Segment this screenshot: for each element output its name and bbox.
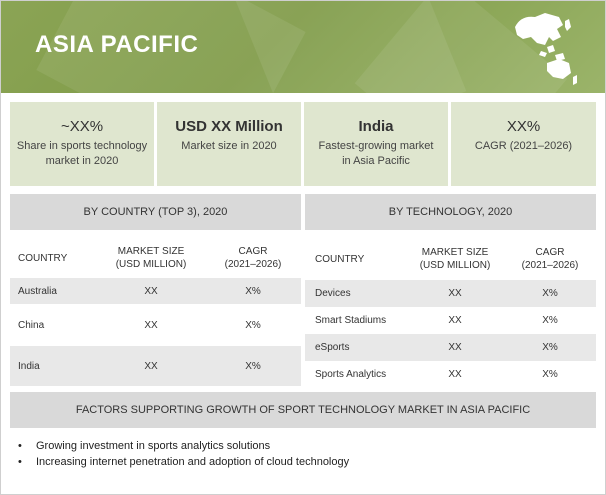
row-cagr: X%: [542, 369, 558, 380]
by-technology-heading: BY TECHNOLOGY, 2020: [305, 194, 596, 230]
row-market-size: XX: [144, 285, 158, 297]
factor-text: Increasing internet penetration and adop…: [36, 456, 350, 468]
by-country-table: COUNTRY MARKET SIZE (USD MILLION) CAGR (20…: [10, 238, 301, 388]
row-market-size: XX: [448, 369, 462, 380]
column-header-cagr: CAGR (2021–2026): [224, 246, 282, 270]
column-header-market-size: MARKET SIZE (USD MILLION): [419, 247, 491, 271]
stat-caption: Fastest-growing market in Asia Pacific: [318, 140, 434, 167]
table-row: Devices XX X%: [305, 280, 596, 307]
stat-value: India: [358, 118, 394, 135]
row-cagr: X%: [245, 360, 261, 372]
table-row: China XX X%: [10, 304, 301, 346]
table-header-row: COUNTRY MARKET SIZE (USD MILLION) CAGR (20…: [305, 238, 596, 280]
row-market-size: XX: [144, 360, 158, 372]
table-row: Sports Analytics XX X%: [305, 361, 596, 388]
row-market-size: XX: [448, 342, 462, 353]
row-name: Smart Stadiums: [315, 315, 387, 326]
table-header-row: COUNTRY MARKET SIZE (USD MILLION) CAGR (20…: [10, 238, 301, 278]
bullet-dot-icon: •: [18, 440, 22, 452]
asia-pacific-map-icon: [515, 13, 577, 85]
table-row: eSports XX X%: [305, 334, 596, 361]
factor-text: Growing investment in sports analytics s…: [36, 440, 271, 452]
factors-heading: FACTORS SUPPORTING GROWTH OF SPORT TECHN…: [10, 392, 596, 428]
stat-value: XX%: [506, 118, 541, 135]
stat-box-cagr: XX% CAGR (2021–2026): [451, 102, 596, 186]
by-technology-table: COUNTRY MARKET SIZE (USD MILLION) CAGR (20…: [305, 238, 596, 388]
row-cagr: X%: [245, 319, 261, 331]
row-cagr: X%: [542, 315, 558, 326]
row-name: Sports Analytics: [315, 369, 387, 380]
row-name: Devices: [315, 288, 351, 299]
stat-box-market-size: USD XX Million Market size in 2020: [157, 102, 301, 186]
row-cagr: X%: [542, 342, 558, 353]
stat-value: ~XX%: [60, 118, 104, 135]
page-title: ASIA PACIFIC: [35, 31, 199, 58]
list-item: • Increasing internet penetration and ad…: [18, 454, 349, 470]
row-name: India: [18, 360, 40, 372]
bullet-dot-icon: •: [18, 456, 22, 468]
stat-caption: Share in sports technology market in 202…: [16, 140, 148, 167]
stat-box-share: ~XX% Share in sports technology market i…: [10, 102, 154, 186]
row-market-size: XX: [144, 319, 158, 331]
row-market-size: XX: [448, 315, 462, 326]
header-banner: ASIA PACIFIC: [1, 1, 605, 93]
table-row: Australia XX X%: [10, 278, 301, 304]
column-header-market-size: MARKET SIZE (USD MILLION): [115, 246, 187, 270]
row-name: Australia: [18, 285, 57, 297]
row-name: China: [18, 319, 45, 331]
table-row: India XX X%: [10, 346, 301, 386]
stat-caption: CAGR (2021–2026): [474, 140, 573, 152]
row-cagr: X%: [542, 288, 558, 299]
stat-value: USD XX Million: [175, 118, 283, 135]
by-country-heading: BY COUNTRY (TOP 3), 2020: [10, 194, 301, 230]
table-row: Smart Stadiums XX X%: [305, 307, 596, 334]
row-name: eSports: [315, 342, 350, 353]
stat-caption: Market size in 2020: [181, 140, 277, 152]
list-item: • Growing investment in sports analytics…: [18, 438, 349, 454]
factors-list: • Growing investment in sports analytics…: [18, 438, 349, 470]
column-header-cagr: CAGR (2021–2026): [521, 247, 579, 271]
column-header-country: COUNTRY: [315, 253, 365, 265]
row-market-size: XX: [448, 288, 462, 299]
stat-box-fastest-growing: India Fastest-growing market in Asia Pac…: [304, 102, 448, 186]
row-cagr: X%: [245, 285, 261, 297]
column-header-country: COUNTRY: [18, 252, 68, 264]
